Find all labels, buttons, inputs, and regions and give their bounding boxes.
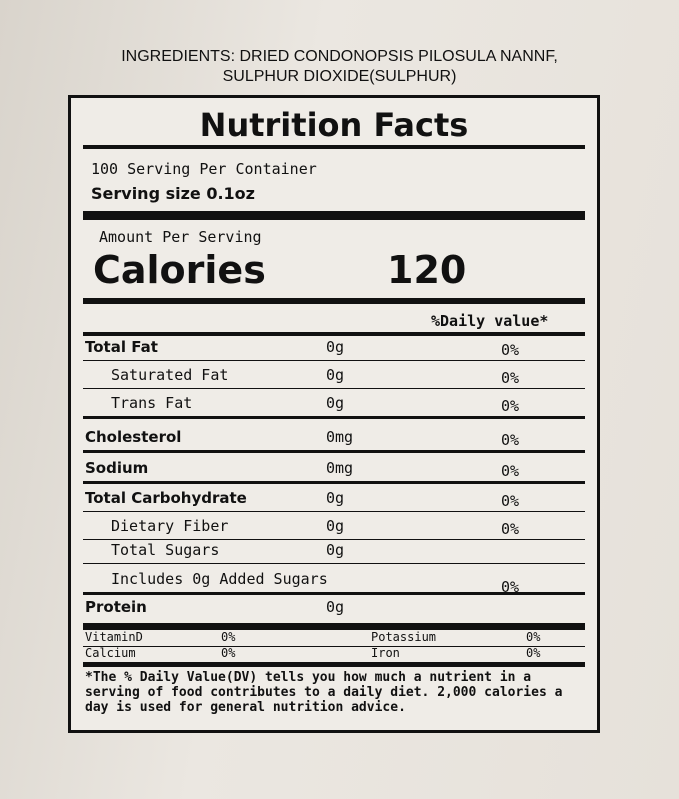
rule	[83, 662, 585, 667]
nutrient-name: Total Fat	[85, 338, 158, 356]
nutrient-name: Cholesterol	[85, 428, 182, 446]
nutrient-dv: 0%	[501, 369, 520, 387]
servings: 100 Serving Per Container	[91, 160, 317, 178]
nutrient-amount: 0mg	[326, 459, 354, 477]
calories-value: 120	[387, 248, 467, 292]
rule	[83, 646, 585, 647]
nutrient-amount: 0g	[326, 394, 345, 412]
vitamin-dv: 0%	[526, 630, 541, 644]
rule	[83, 450, 585, 453]
footnote: *The % Daily Value(DV) tells you how muc…	[85, 670, 563, 715]
nutrient-dv: 0%	[501, 578, 520, 596]
vitamin-name: Calcium	[85, 646, 136, 660]
rule	[83, 298, 585, 304]
rule	[83, 592, 585, 595]
rule	[83, 416, 585, 419]
rule	[83, 145, 585, 149]
ingredients-line: INGREDIENTS: DRIED CONDONOPSIS PILOSULA …	[121, 48, 558, 65]
calories-label: Calories	[93, 248, 266, 292]
nutrient-name: Dietary Fiber	[111, 517, 229, 535]
amount-per-serving: Amount Per Serving	[99, 228, 262, 246]
ingredients-line: SULPHUR DIOXIDE(SULPHUR)	[222, 68, 457, 85]
nutrient-amount: 0g	[326, 338, 345, 356]
nutrient-name: Includes 0g Added Sugars	[111, 570, 328, 588]
rule	[83, 360, 585, 361]
dv-header: %Daily value*	[431, 312, 549, 330]
vitamin-dv: 0%	[221, 630, 236, 644]
nutrient-amount: 0g	[326, 366, 345, 384]
vitamin-name: VitaminD	[85, 630, 143, 644]
rule	[83, 539, 585, 540]
nutrient-dv: 0%	[501, 397, 520, 415]
nutrition-label: Nutrition Facts 100 Serving Per Containe…	[68, 95, 600, 733]
nutrient-amount: 0g	[326, 489, 345, 507]
nutrient-dv: 0%	[501, 431, 520, 449]
nutrient-name: Total Sugars	[111, 541, 220, 559]
nutrient-dv: 0%	[501, 341, 520, 359]
nutrient-dv: 0%	[501, 462, 520, 480]
nutrient-amount: 0g	[326, 541, 345, 559]
nutrient-amount: 0mg	[326, 428, 354, 446]
rule	[83, 563, 585, 564]
rule	[83, 332, 585, 336]
label-title: Nutrition Facts	[199, 106, 469, 144]
vitamin-name: Iron	[371, 646, 400, 660]
rule	[83, 481, 585, 484]
rule	[83, 623, 585, 630]
nutrient-dv: 0%	[501, 520, 520, 538]
nutrient-amount: 0g	[326, 598, 345, 616]
vitamin-name: Potassium	[371, 630, 437, 644]
nutrient-name: Saturated Fat	[111, 366, 229, 384]
vitamin-dv: 0%	[526, 646, 541, 660]
rule	[83, 511, 585, 512]
nutrient-amount: 0g	[326, 517, 345, 535]
nutrient-dv: 0%	[501, 492, 520, 510]
rule	[83, 211, 585, 220]
nutrient-name: Total Carbohydrate	[85, 489, 247, 507]
nutrient-name: Trans Fat	[111, 394, 193, 412]
nutrient-name: Protein	[85, 598, 147, 616]
vitamin-dv: 0%	[221, 646, 236, 660]
rule	[83, 388, 585, 389]
nutrient-name: Sodium	[85, 459, 149, 477]
serving-size: Serving size 0.1oz	[91, 184, 255, 203]
